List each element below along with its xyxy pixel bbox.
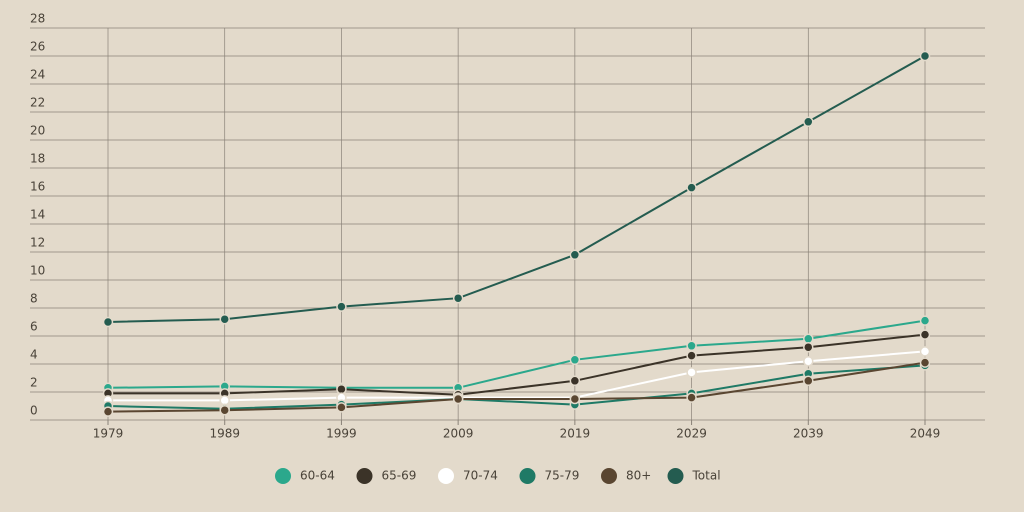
data-point [336, 301, 347, 312]
data-point [919, 346, 931, 357]
data-point [686, 367, 697, 378]
x-tick-label: 2029 [676, 427, 707, 441]
y-tick-label: 16 [30, 180, 45, 194]
y-tick-label: 10 [30, 264, 45, 278]
y-tick-label: 8 [30, 292, 38, 306]
data-point [803, 116, 814, 128]
legend-marker [275, 468, 291, 484]
data-point [686, 182, 697, 193]
legend-label: 75-79 [545, 469, 580, 483]
y-tick-label: 14 [30, 208, 45, 222]
data-point [919, 50, 931, 62]
x-tick-label: 2039 [793, 427, 824, 441]
data-point [336, 402, 347, 413]
legend-label: Total [692, 469, 721, 483]
series-line [107, 364, 926, 410]
y-tick-label: 28 [30, 12, 45, 26]
data-point [569, 354, 581, 366]
data-point [686, 340, 697, 352]
series-line [107, 319, 926, 389]
data-point [569, 375, 581, 387]
x-tick-label: 2049 [910, 427, 941, 441]
data-point [452, 393, 464, 405]
data-point [219, 313, 230, 325]
data-point [803, 333, 814, 345]
legend-marker [601, 468, 617, 484]
y-tick-label: 20 [30, 124, 45, 138]
legend-marker [356, 468, 373, 484]
data-point [803, 375, 814, 387]
data-point [569, 393, 581, 405]
x-tick-label: 2019 [560, 427, 591, 441]
y-tick-label: 4 [30, 348, 38, 362]
data-point [803, 355, 814, 367]
series-line [107, 55, 926, 323]
data-point [919, 315, 931, 326]
data-point [452, 292, 464, 304]
data-point [102, 406, 114, 417]
legend-label: 65-69 [382, 469, 417, 483]
legend-label: 80+ [626, 469, 651, 483]
data-point [686, 350, 697, 361]
x-tick-label: 1979 [93, 427, 124, 441]
data-point [219, 404, 230, 416]
y-tick-label: 6 [30, 320, 38, 334]
series-line [108, 333, 926, 396]
y-tick-label: 26 [30, 40, 45, 54]
x-tick-label: 2009 [443, 427, 474, 441]
data-point [686, 392, 697, 403]
legend-marker [667, 468, 684, 484]
y-tick-label: 24 [30, 68, 45, 82]
legend-label: 70-74 [463, 469, 498, 483]
legend-label: 60-64 [300, 469, 335, 483]
data-point [569, 249, 581, 261]
series-line [108, 350, 926, 402]
data-point [919, 357, 931, 368]
data-point [919, 329, 931, 340]
series-line [107, 361, 926, 413]
y-tick-label: 22 [30, 96, 45, 110]
y-tick-label: 2 [30, 376, 38, 390]
data-point [102, 316, 114, 328]
data-point [803, 341, 814, 353]
legend-marker [438, 468, 454, 484]
x-tick-label: 1999 [326, 427, 357, 441]
y-tick-label: 12 [30, 236, 45, 250]
legend-marker [519, 468, 536, 484]
y-tick-label: 0 [30, 404, 38, 418]
x-tick-label: 1989 [209, 427, 240, 441]
y-tick-label: 18 [30, 152, 45, 166]
